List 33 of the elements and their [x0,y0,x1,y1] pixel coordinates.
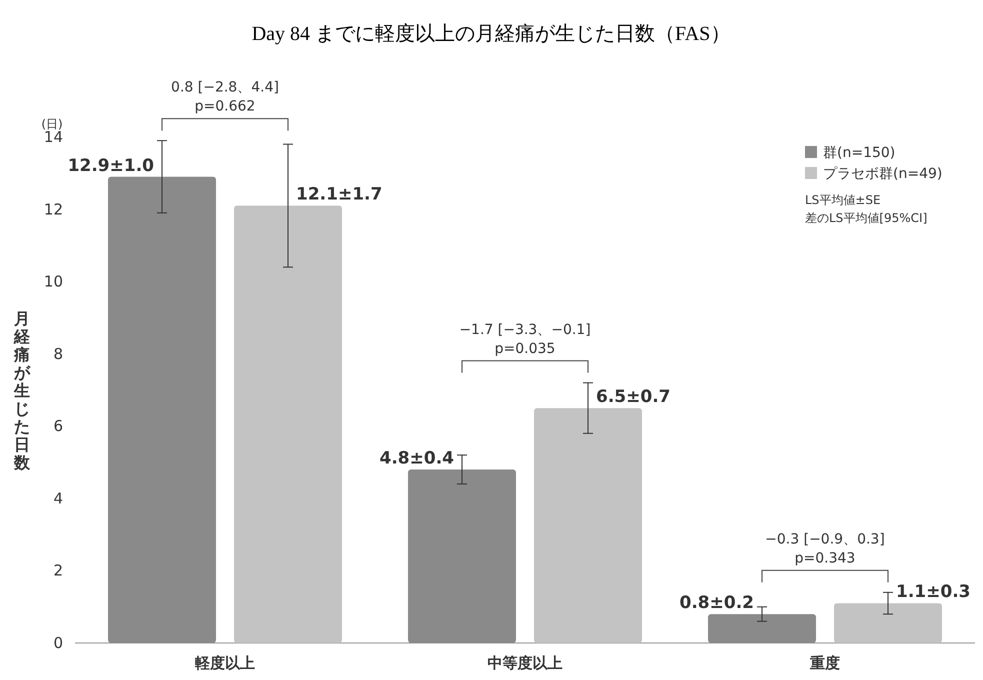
y-tick-label: 14 [44,128,63,146]
x-tick-label: 軽度以上 [194,654,255,672]
legend-label: 群(n=150) [823,145,896,161]
y-tick-label: 10 [44,272,63,291]
data-label: 12.1±1.7 [296,184,382,205]
bar [708,614,816,643]
text: 月経痛が生じた日数 [14,309,30,472]
text: 0.8 [−2.8、4.4] p=0.662 [171,80,279,115]
data-label: 1.1±0.3 [896,582,970,602]
data-label: 6.5±0.7 [596,387,670,408]
y-tick-label: 12 [44,200,63,218]
annotation: −0.3 [−0.9、0.3] p=0.343 [765,531,885,566]
data-label: 0.8±0.2 [680,593,754,614]
y-tick-label: 6 [53,417,63,436]
bar [834,603,942,643]
x-tick-label: 重度 [809,654,840,672]
bar [108,176,216,643]
bar [234,206,342,643]
annotation: 差のLS平均値[95%CI] [805,211,928,225]
y-tick-label: 0 [53,634,63,652]
legend-label: プラセボ群(n=49) [823,166,942,182]
y-tick-label: 8 [53,344,63,363]
text: (日) [41,117,63,131]
x-tick-label: 中等度以上 [488,654,562,672]
chart-title: Day 84 までに軽度以上の月経痛が生じた日数（FAS） [252,23,730,45]
annotation: −1.7 [−3.3、−0.1] p=0.035 [459,322,591,357]
y-tick-label: 2 [53,562,63,580]
annotation: LS平均値±SE [805,193,881,207]
bar [408,470,516,643]
bar [534,408,642,643]
data-label: 12.9±1.0 [68,156,154,176]
data-label: 4.8±0.4 [380,448,454,469]
y-tick-label: 4 [53,489,63,508]
